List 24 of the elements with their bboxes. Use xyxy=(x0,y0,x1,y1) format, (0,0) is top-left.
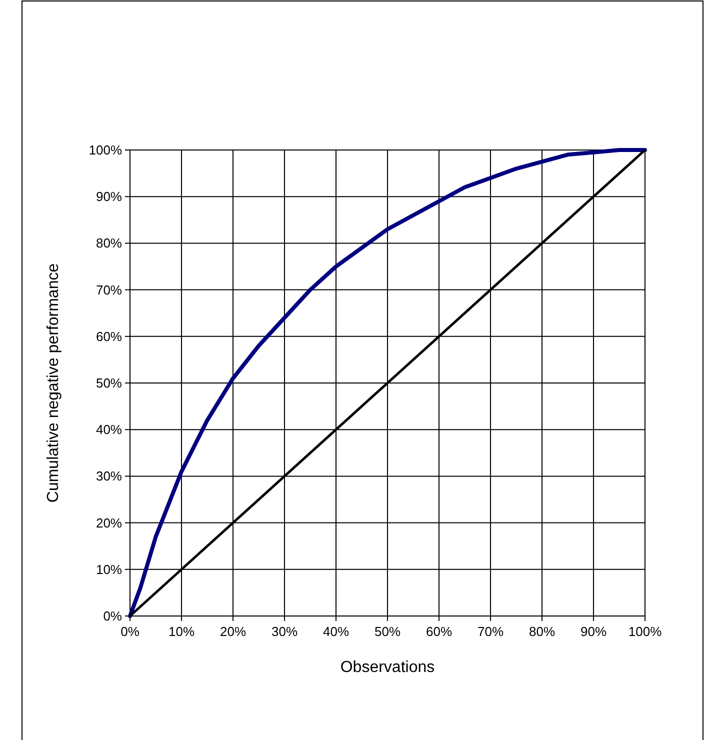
y-axis-title: Cumulative negative performance xyxy=(45,263,62,503)
x-tick-label: 90% xyxy=(580,624,607,639)
y-tick-label: 80% xyxy=(96,236,122,251)
y-tick-label: 90% xyxy=(96,189,122,204)
y-tick-label: 60% xyxy=(96,328,122,344)
y-tick-label: 40% xyxy=(96,422,122,438)
y-tick-label: 30% xyxy=(96,468,122,484)
y-tick-label: 0% xyxy=(103,608,122,624)
y-tick-label: 20% xyxy=(96,515,122,530)
x-tick-label: 60% xyxy=(426,624,452,639)
x-tick-label: 0% xyxy=(120,624,140,639)
x-tick-label: 20% xyxy=(220,624,246,639)
x-tick-label: 100% xyxy=(628,624,662,639)
x-tick-label: 50% xyxy=(374,624,401,639)
x-tick-label: 70% xyxy=(477,624,504,639)
x-tick-label: 30% xyxy=(271,624,298,639)
y-tick-label: 50% xyxy=(96,376,122,390)
y-tick-label: 100% xyxy=(88,142,122,158)
y-tick-label: 10% xyxy=(96,562,122,577)
x-tick-label: 80% xyxy=(528,624,556,639)
x-axis-title: Observations xyxy=(340,659,435,676)
y-tick-label: 70% xyxy=(96,282,122,298)
x-tick-label: 10% xyxy=(168,624,195,639)
x-tick-label: 40% xyxy=(322,624,350,639)
